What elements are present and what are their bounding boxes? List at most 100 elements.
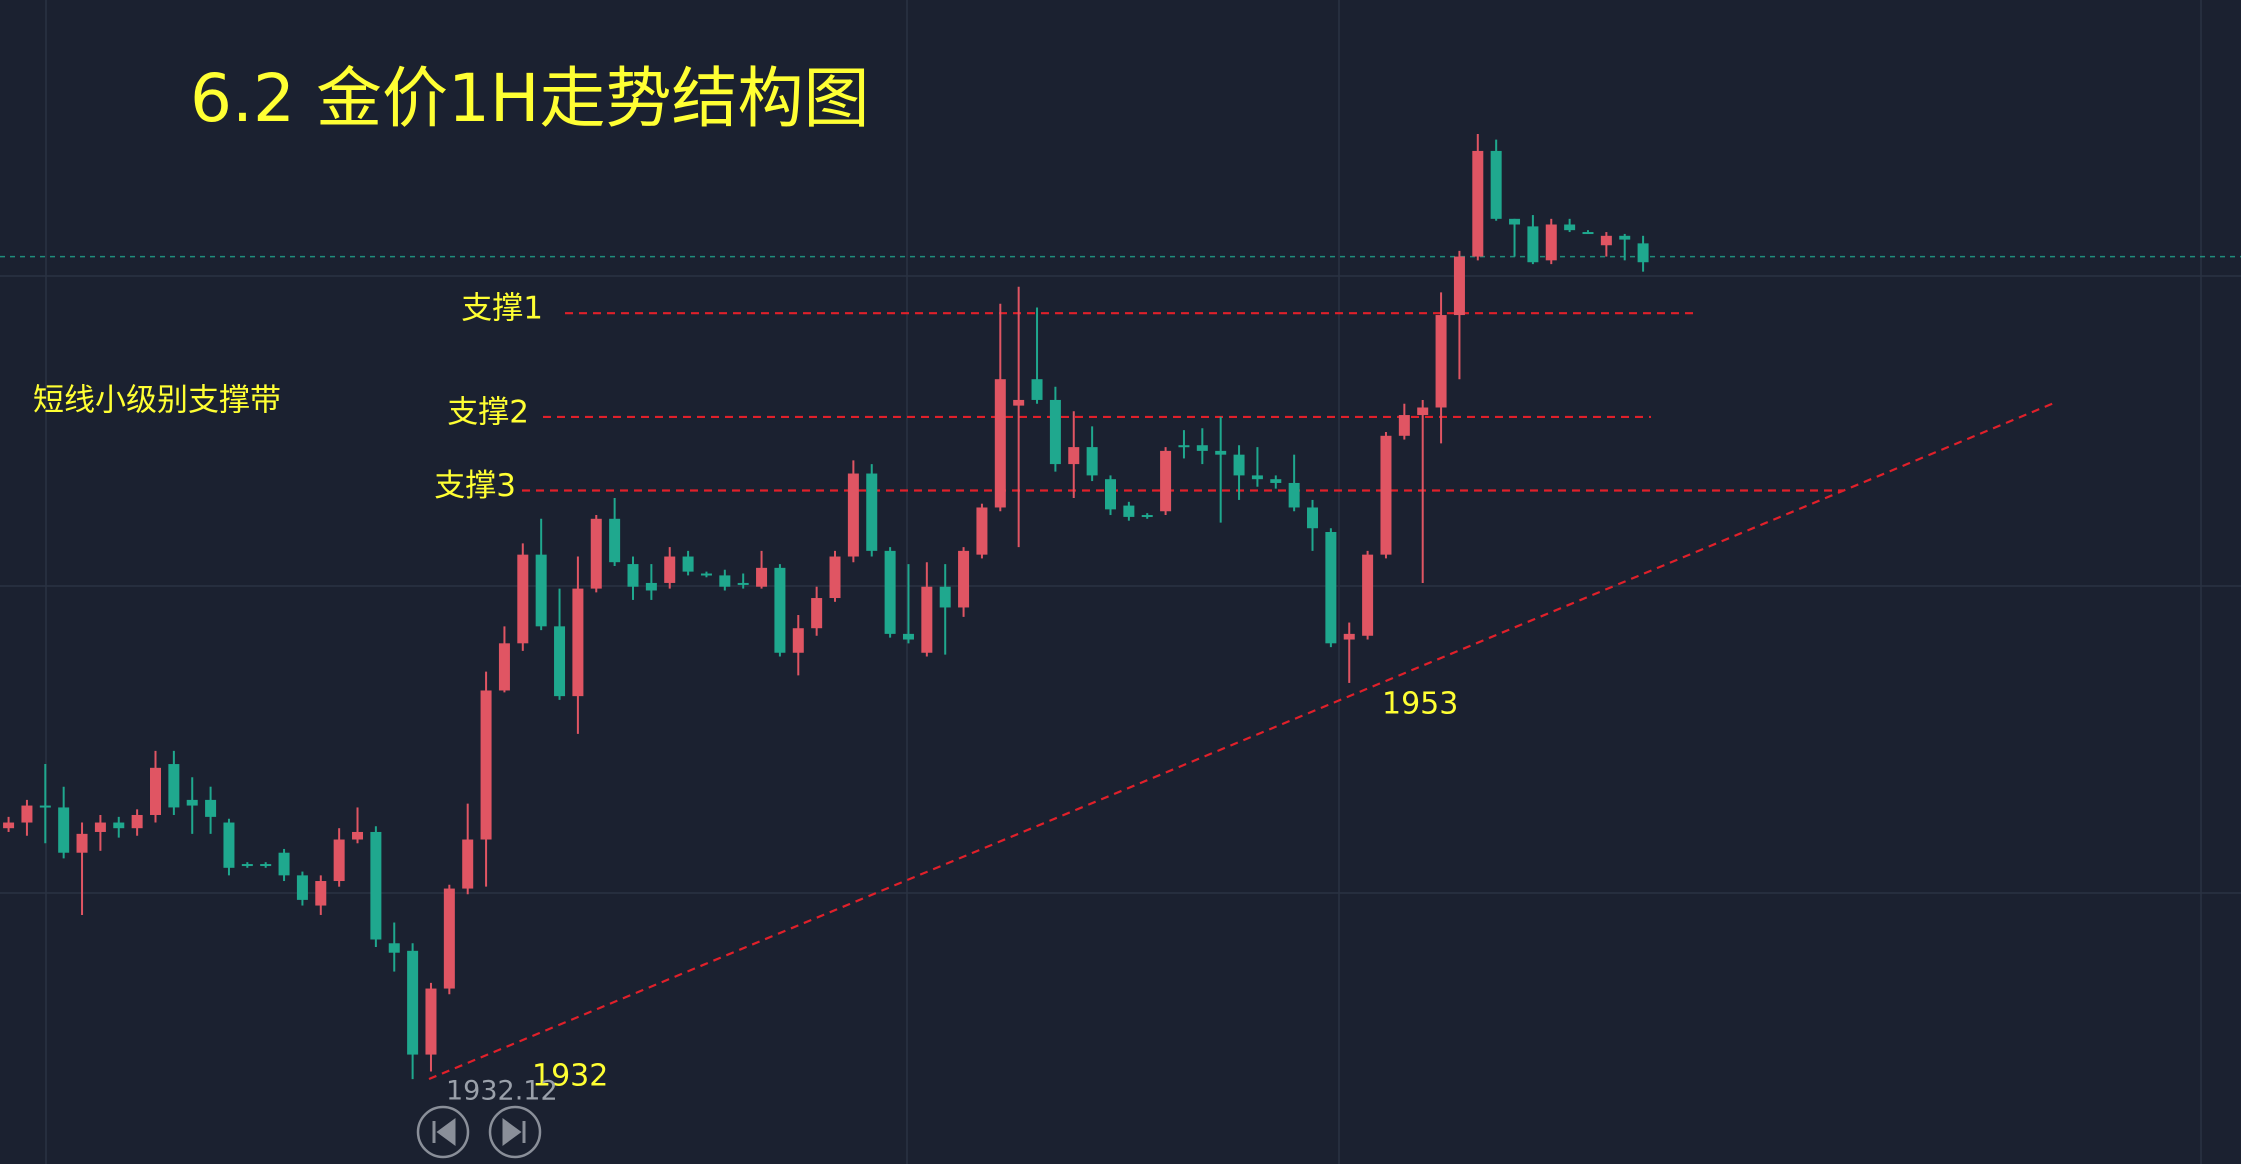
candle-body (590, 518, 602, 589)
candle-body (149, 767, 161, 815)
candle-body (1435, 315, 1447, 408)
candle-body (1325, 532, 1337, 644)
candle-body (994, 379, 1006, 508)
candle-body (1490, 150, 1502, 219)
candle-body (645, 582, 657, 591)
candle-body (976, 507, 988, 555)
candle-body (480, 690, 492, 840)
candle-body (1141, 515, 1153, 518)
candle-body (186, 799, 198, 806)
candle-body (1362, 554, 1374, 636)
chart-title: 6.2 金价1H走势结构图 (190, 60, 870, 137)
candle-body (498, 643, 510, 691)
candle-body (866, 473, 878, 551)
candle-body (1178, 445, 1190, 448)
candle-body (131, 814, 143, 829)
candle-body (39, 805, 51, 808)
candle-body (627, 564, 639, 587)
candle-body (1031, 379, 1043, 400)
candle-body (884, 550, 896, 634)
candle-body (1453, 256, 1465, 316)
candle-body (407, 950, 419, 1055)
candle-body (113, 822, 125, 829)
next-icon[interactable] (502, 1118, 526, 1146)
candle-body (1582, 232, 1594, 235)
candle-body (719, 575, 731, 587)
candle-body (58, 807, 70, 853)
low-label: 1932.12 (446, 1075, 558, 1106)
candle-body (1472, 150, 1484, 257)
candle-body (1251, 475, 1263, 480)
candle-body (315, 881, 327, 906)
price-annotation: 1953 (1382, 686, 1458, 721)
candle-body (443, 888, 455, 989)
candle-body (21, 805, 33, 823)
candle-body (572, 588, 584, 697)
support-label: 支撑1 (461, 291, 543, 327)
candle-body (260, 864, 272, 867)
candle-body (1619, 235, 1631, 240)
candle-body (958, 550, 970, 608)
candle-body (1068, 447, 1080, 465)
candle-body (774, 567, 786, 653)
candle-body (333, 839, 345, 882)
candle-body (205, 799, 217, 817)
candle-body (829, 556, 841, 599)
candle-body (352, 831, 364, 840)
candle-body (921, 586, 933, 653)
next-button-ring[interactable] (488, 1105, 542, 1159)
candle-body (1509, 218, 1521, 225)
note: 短线小级别支撑带 (33, 383, 281, 419)
candle-body (554, 626, 566, 697)
candle-body (1160, 450, 1172, 512)
candle-body (1398, 415, 1410, 436)
candle-body (682, 556, 694, 572)
candle-body (425, 988, 437, 1055)
candle-body (462, 839, 474, 889)
candle-body (756, 567, 768, 587)
prev-icon[interactable] (432, 1118, 456, 1146)
candle-body (94, 822, 106, 832)
candle-body (902, 633, 914, 640)
candle-body (1307, 507, 1319, 529)
candle-body (1086, 447, 1098, 476)
candle-body (1637, 243, 1649, 263)
candle-body (1527, 226, 1539, 263)
candle-body (1343, 633, 1355, 640)
candle-body (811, 598, 823, 629)
next-button[interactable] (488, 1105, 542, 1159)
support-label: 支撑2 (447, 394, 529, 430)
candle-body (535, 554, 547, 627)
candle-body (278, 852, 290, 876)
candle-body (1545, 224, 1557, 261)
candle-body (296, 875, 308, 900)
candle-body (664, 556, 676, 583)
candle-body (1417, 407, 1429, 416)
marks (0, 133, 2241, 1080)
candle-body (700, 573, 712, 576)
candle-body (517, 554, 529, 644)
price-annotation: 1932 (532, 1059, 608, 1094)
candle-body (792, 628, 804, 653)
candle-body (388, 943, 400, 953)
candle-body (370, 831, 382, 940)
candle-body (76, 833, 88, 853)
support-label: 支撑3 (434, 468, 516, 504)
candle-body (737, 582, 749, 585)
candle-body (1196, 445, 1208, 451)
candle-body (1600, 235, 1612, 246)
candle-body (1270, 479, 1282, 483)
candle-body (939, 586, 951, 608)
candle-body (168, 764, 180, 808)
prev-button[interactable] (416, 1105, 470, 1159)
candle-body (1288, 482, 1300, 508)
candle-body (1233, 454, 1245, 476)
candle-body (609, 518, 621, 563)
candle-body (1564, 224, 1576, 231)
prev-button-ring[interactable] (416, 1105, 470, 1159)
candle-body (223, 822, 235, 868)
candle-body (1049, 399, 1061, 465)
